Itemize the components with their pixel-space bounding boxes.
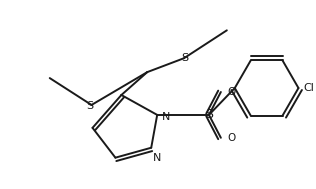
Text: N: N xyxy=(153,153,161,163)
Text: S: S xyxy=(205,108,213,121)
Text: O: O xyxy=(228,87,236,97)
Text: S: S xyxy=(86,101,93,111)
Text: N: N xyxy=(162,112,171,122)
Text: S: S xyxy=(181,53,189,63)
Text: O: O xyxy=(228,133,236,143)
Text: Cl: Cl xyxy=(303,83,314,93)
